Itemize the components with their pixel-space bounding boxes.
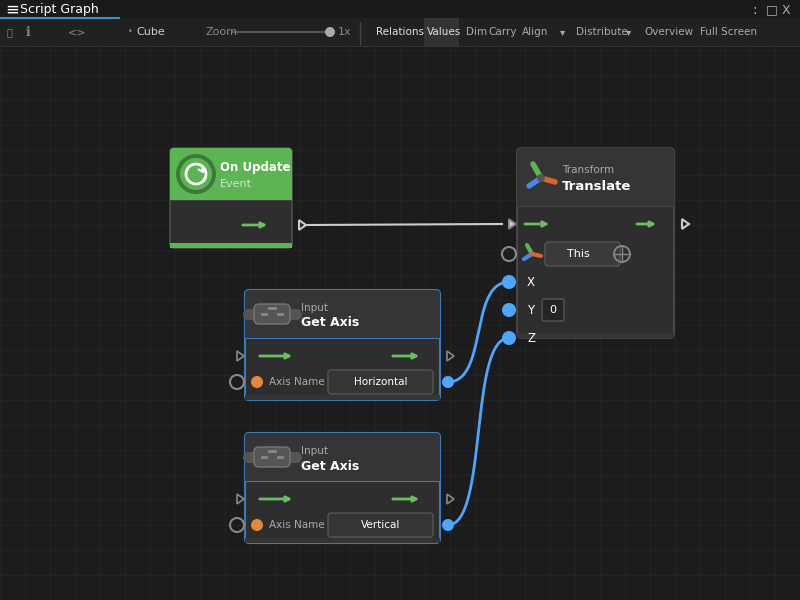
FancyBboxPatch shape bbox=[170, 148, 292, 200]
Text: Translate: Translate bbox=[562, 179, 631, 193]
Text: Full Screen: Full Screen bbox=[700, 27, 757, 37]
Text: Carry: Carry bbox=[488, 27, 517, 37]
Bar bbox=[424, 18, 459, 46]
Text: Horizontal: Horizontal bbox=[354, 377, 407, 387]
Text: 0: 0 bbox=[550, 305, 557, 315]
Circle shape bbox=[251, 519, 263, 531]
Text: Transform: Transform bbox=[562, 165, 614, 175]
Bar bbox=[517, 200, 674, 206]
Bar bbox=[0, 0, 800, 18]
FancyBboxPatch shape bbox=[542, 299, 564, 321]
Circle shape bbox=[502, 303, 516, 317]
Text: Overview: Overview bbox=[644, 27, 693, 37]
Text: Dim: Dim bbox=[466, 27, 487, 37]
FancyBboxPatch shape bbox=[254, 304, 290, 324]
Circle shape bbox=[442, 376, 454, 388]
Bar bbox=[170, 194, 292, 200]
Text: X: X bbox=[782, 4, 790, 16]
Text: Y: Y bbox=[527, 304, 534, 317]
Text: ▾: ▾ bbox=[626, 27, 631, 37]
FancyBboxPatch shape bbox=[170, 148, 292, 248]
Bar bbox=[245, 333, 440, 338]
Bar bbox=[170, 243, 292, 248]
Polygon shape bbox=[508, 219, 515, 229]
FancyBboxPatch shape bbox=[254, 447, 290, 467]
Circle shape bbox=[502, 331, 516, 345]
Circle shape bbox=[442, 519, 454, 531]
Text: Values: Values bbox=[427, 27, 462, 37]
Text: Get Axis: Get Axis bbox=[301, 317, 359, 329]
Bar bbox=[170, 200, 292, 201]
Circle shape bbox=[180, 158, 212, 190]
FancyBboxPatch shape bbox=[245, 433, 440, 481]
Text: □: □ bbox=[766, 4, 778, 16]
Bar bbox=[0, 46, 800, 47]
Bar bbox=[0, 18, 800, 46]
Circle shape bbox=[325, 27, 335, 37]
Text: ▾: ▾ bbox=[560, 27, 566, 37]
Text: Script Graph: Script Graph bbox=[20, 4, 98, 16]
Text: Cube: Cube bbox=[136, 27, 165, 37]
Text: Z: Z bbox=[527, 331, 535, 344]
Text: On Update: On Update bbox=[220, 161, 290, 175]
FancyBboxPatch shape bbox=[328, 370, 433, 394]
Text: Event: Event bbox=[220, 179, 252, 189]
Text: Axis Name: Axis Name bbox=[269, 377, 325, 387]
Text: Relations: Relations bbox=[376, 27, 424, 37]
FancyBboxPatch shape bbox=[517, 148, 674, 206]
Text: Axis Name: Axis Name bbox=[269, 520, 325, 530]
Bar bbox=[245, 395, 440, 400]
FancyBboxPatch shape bbox=[328, 513, 433, 537]
Circle shape bbox=[251, 376, 263, 388]
Bar bbox=[245, 538, 440, 543]
Circle shape bbox=[537, 174, 545, 182]
Circle shape bbox=[502, 275, 516, 289]
Text: <>: <> bbox=[68, 27, 86, 37]
Text: Vertical: Vertical bbox=[361, 520, 400, 530]
Text: ℹ: ℹ bbox=[26, 25, 30, 38]
Text: :: : bbox=[752, 3, 757, 17]
Text: Distribute: Distribute bbox=[576, 27, 628, 37]
Text: •: • bbox=[128, 28, 133, 37]
Text: 1x: 1x bbox=[338, 27, 352, 37]
Text: This: This bbox=[567, 249, 590, 259]
FancyBboxPatch shape bbox=[245, 290, 440, 338]
Bar bbox=[245, 476, 440, 481]
Bar bbox=[517, 333, 674, 338]
Text: X: X bbox=[527, 275, 535, 289]
Text: 🔒: 🔒 bbox=[7, 27, 13, 37]
Bar bbox=[245, 338, 440, 339]
Text: Input: Input bbox=[301, 446, 328, 456]
FancyBboxPatch shape bbox=[245, 433, 440, 543]
Bar bbox=[0, 17, 120, 19]
FancyBboxPatch shape bbox=[545, 242, 620, 266]
Text: ≡: ≡ bbox=[5, 1, 19, 19]
FancyBboxPatch shape bbox=[517, 148, 674, 338]
Text: Get Axis: Get Axis bbox=[301, 460, 359, 473]
Text: Input: Input bbox=[301, 303, 328, 313]
Bar bbox=[245, 481, 440, 482]
Bar bbox=[517, 206, 674, 207]
Circle shape bbox=[176, 154, 216, 194]
Text: Align: Align bbox=[522, 27, 548, 37]
FancyBboxPatch shape bbox=[245, 290, 440, 400]
Text: Zoom: Zoom bbox=[206, 27, 238, 37]
